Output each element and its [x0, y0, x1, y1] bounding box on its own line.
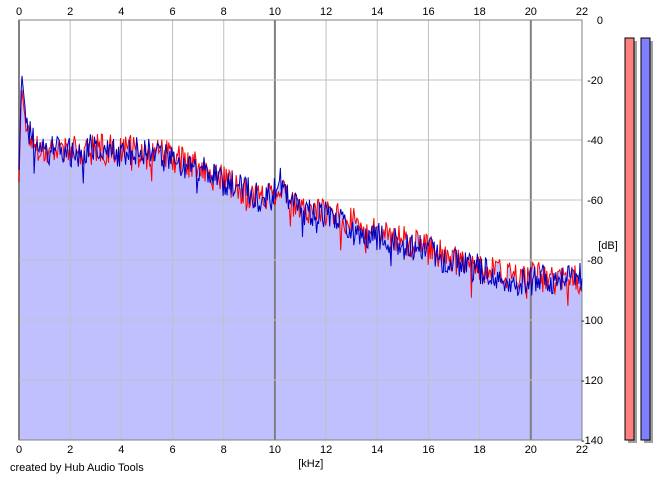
- x-tick-label-top: 6: [169, 6, 175, 18]
- x-tick-label-top: 16: [422, 6, 434, 18]
- x-tick-label-top: 22: [576, 6, 588, 18]
- x-tick-label-bottom: 6: [169, 444, 175, 456]
- spectrum-fill-area: [19, 75, 582, 441]
- x-tick-label-top: 14: [371, 6, 383, 18]
- x-tick-label-bottom: 16: [422, 444, 434, 456]
- level-meters: [624, 37, 653, 443]
- series-line-right-channel: [18, 75, 583, 296]
- credit-text: created by Hub Audio Tools: [10, 462, 144, 474]
- x-tick-label-bottom: 22: [576, 444, 588, 456]
- x-tick-label-bottom: 10: [269, 444, 281, 456]
- x-tick-label-bottom: 14: [371, 444, 383, 456]
- grid-layer: [18, 19, 583, 441]
- series-layer: [18, 75, 583, 306]
- y-tick-label: 0: [597, 15, 603, 27]
- y-tick-label: -120: [581, 375, 603, 387]
- tick-label-layer: 002244668810101212141416161818202022220-…: [16, 6, 618, 470]
- y-tick-label: -60: [587, 195, 603, 207]
- y-tick-label: -100: [581, 315, 603, 327]
- x-tick-label-bottom: 18: [474, 444, 486, 456]
- x-tick-label-bottom: 4: [118, 444, 124, 456]
- y-axis-label: [dB]: [598, 240, 618, 252]
- x-axis-label: [kHz]: [298, 458, 323, 470]
- plot-frame: [18, 19, 583, 441]
- x-tick-label-top: 10: [269, 6, 281, 18]
- x-tick-label-top: 12: [320, 6, 332, 18]
- x-tick-label-top: 0: [16, 6, 22, 18]
- x-tick-label-bottom: 0: [16, 444, 22, 456]
- x-tick-label-bottom: 8: [221, 444, 227, 456]
- x-tick-label-top: 18: [474, 6, 486, 18]
- x-tick-label-top: 8: [221, 6, 227, 18]
- x-tick-label-bottom: 12: [320, 444, 332, 456]
- x-tick-label-bottom: 20: [525, 444, 537, 456]
- y-tick-label: -20: [587, 75, 603, 87]
- y-tick-label: -40: [587, 135, 603, 147]
- spectrum-fill-layer: [19, 75, 582, 441]
- level-meter-right: [640, 37, 651, 441]
- level-meter-left: [624, 37, 635, 441]
- x-tick-label-top: 20: [525, 6, 537, 18]
- x-tick-label-bottom: 2: [67, 444, 73, 456]
- x-tick-label-top: 4: [118, 6, 124, 18]
- y-tick-label: -140: [581, 435, 603, 447]
- x-tick-label-top: 2: [67, 6, 73, 18]
- y-tick-label: -80: [587, 255, 603, 267]
